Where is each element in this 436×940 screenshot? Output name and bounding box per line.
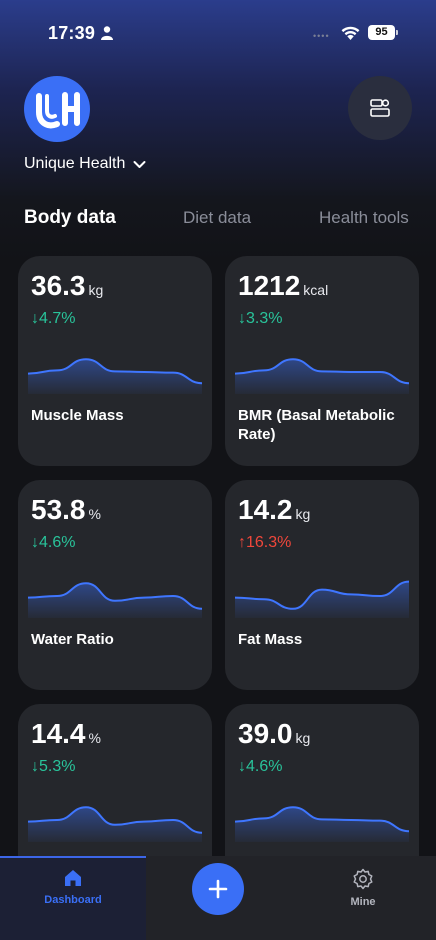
sparkline-area — [28, 359, 202, 394]
chevron-down-icon — [133, 160, 146, 168]
metric-label: Muscle Mass — [31, 407, 124, 424]
gear-icon — [353, 868, 373, 890]
wifi-icon — [341, 26, 360, 40]
metric-delta: ↓5.3% — [31, 758, 76, 775]
trend-sparkline — [28, 358, 202, 394]
metric-value-group: 53.8% — [31, 494, 101, 526]
metric-card-fat-mass[interactable]: 14.2 kg ↑16.3% Fat Mass — [225, 480, 419, 690]
trend-sparkline — [235, 580, 409, 618]
sparkline-area — [235, 581, 409, 618]
metric-value: 14.4 — [31, 718, 86, 749]
sparkline-line — [28, 358, 202, 385]
sparkline-area — [28, 807, 202, 842]
tab-bar: Body data Diet data Health tools — [0, 207, 436, 232]
sparkline-area — [235, 359, 409, 394]
brand-name: Unique Health — [24, 155, 126, 172]
metric-delta: ↓4.6% — [238, 758, 283, 775]
metric-value: 14.2 — [238, 494, 293, 525]
metric-value: 1212 — [238, 270, 301, 301]
person-icon — [101, 26, 113, 40]
metric-value: 53.8 — [31, 494, 86, 525]
battery-tip — [396, 30, 398, 35]
metric-label: Fat Mass — [238, 631, 303, 648]
tab-diet-data[interactable]: Diet data — [183, 208, 252, 227]
brand-selector[interactable]: Unique Health — [24, 155, 146, 173]
tab-health-tools[interactable]: Health tools — [319, 208, 409, 227]
tab-body-data[interactable]: Body data — [24, 207, 116, 228]
trend-sparkline — [28, 582, 202, 618]
sparkline-line — [235, 358, 409, 385]
cellular-signal-icon: •••• — [313, 31, 330, 41]
sparkline-line — [235, 580, 409, 610]
nav-mine[interactable]: Mine — [290, 868, 436, 908]
metric-value-group: 39.0 kg — [238, 718, 310, 750]
trend-sparkline — [235, 358, 409, 394]
metric-card-water-ratio[interactable]: 53.8% ↓4.6% Water Ratio — [18, 480, 212, 690]
metric-label: Water Ratio — [31, 631, 114, 648]
add-button[interactable] — [192, 863, 244, 915]
battery-icon: 95 — [368, 25, 395, 40]
profile-card-icon — [370, 99, 390, 117]
metric-delta: ↓4.7% — [31, 310, 76, 327]
metric-delta: ↓4.6% — [31, 534, 76, 551]
nav-mine-label: Mine — [350, 896, 376, 908]
trend-sparkline — [235, 806, 409, 842]
metric-unit: kg — [295, 506, 311, 522]
metric-unit: kg — [88, 282, 104, 298]
metric-value: 39.0 — [238, 718, 293, 749]
metric-unit: kcal — [303, 282, 329, 298]
sparkline-line — [28, 806, 202, 834]
sparkline-area — [235, 807, 409, 842]
metric-label: BMR (Basal Metabolic Rate) — [238, 407, 395, 443]
status-bar: 17:39 •••• 95 — [0, 0, 436, 66]
metric-card-muscle-mass[interactable]: 36.3 kg ↓4.7% Muscle Mass — [18, 256, 212, 466]
nav-dashboard[interactable]: Dashboard — [0, 868, 146, 906]
metric-value-group: 1212 kcal — [238, 270, 328, 302]
metric-delta: ↑16.3% — [238, 534, 292, 551]
plus-icon — [208, 879, 228, 899]
metric-unit: % — [88, 506, 101, 522]
sparkline-area — [28, 583, 202, 618]
metric-value: 36.3 — [31, 270, 86, 301]
nav-dashboard-label: Dashboard — [44, 894, 102, 906]
metric-value-group: 14.2 kg — [238, 494, 310, 526]
metric-value-group: 14.4% — [31, 718, 101, 750]
metric-card-bmr[interactable]: 1212 kcal ↓3.3% BMR (Basal Metabolic Rate… — [225, 256, 419, 466]
app-logo[interactable] — [24, 76, 90, 142]
metric-delta: ↓3.3% — [238, 310, 283, 327]
home-icon — [65, 870, 81, 886]
metric-unit: kg — [295, 730, 311, 746]
metric-unit: % — [88, 730, 101, 746]
profile-card-button[interactable] — [348, 76, 412, 140]
sparkline-line — [28, 582, 202, 610]
logo — [36, 92, 80, 129]
metric-value-group: 36.3 kg — [31, 270, 103, 302]
trend-sparkline — [28, 806, 202, 842]
sparkline-line — [235, 806, 409, 833]
status-time: 17:39 — [48, 23, 96, 43]
